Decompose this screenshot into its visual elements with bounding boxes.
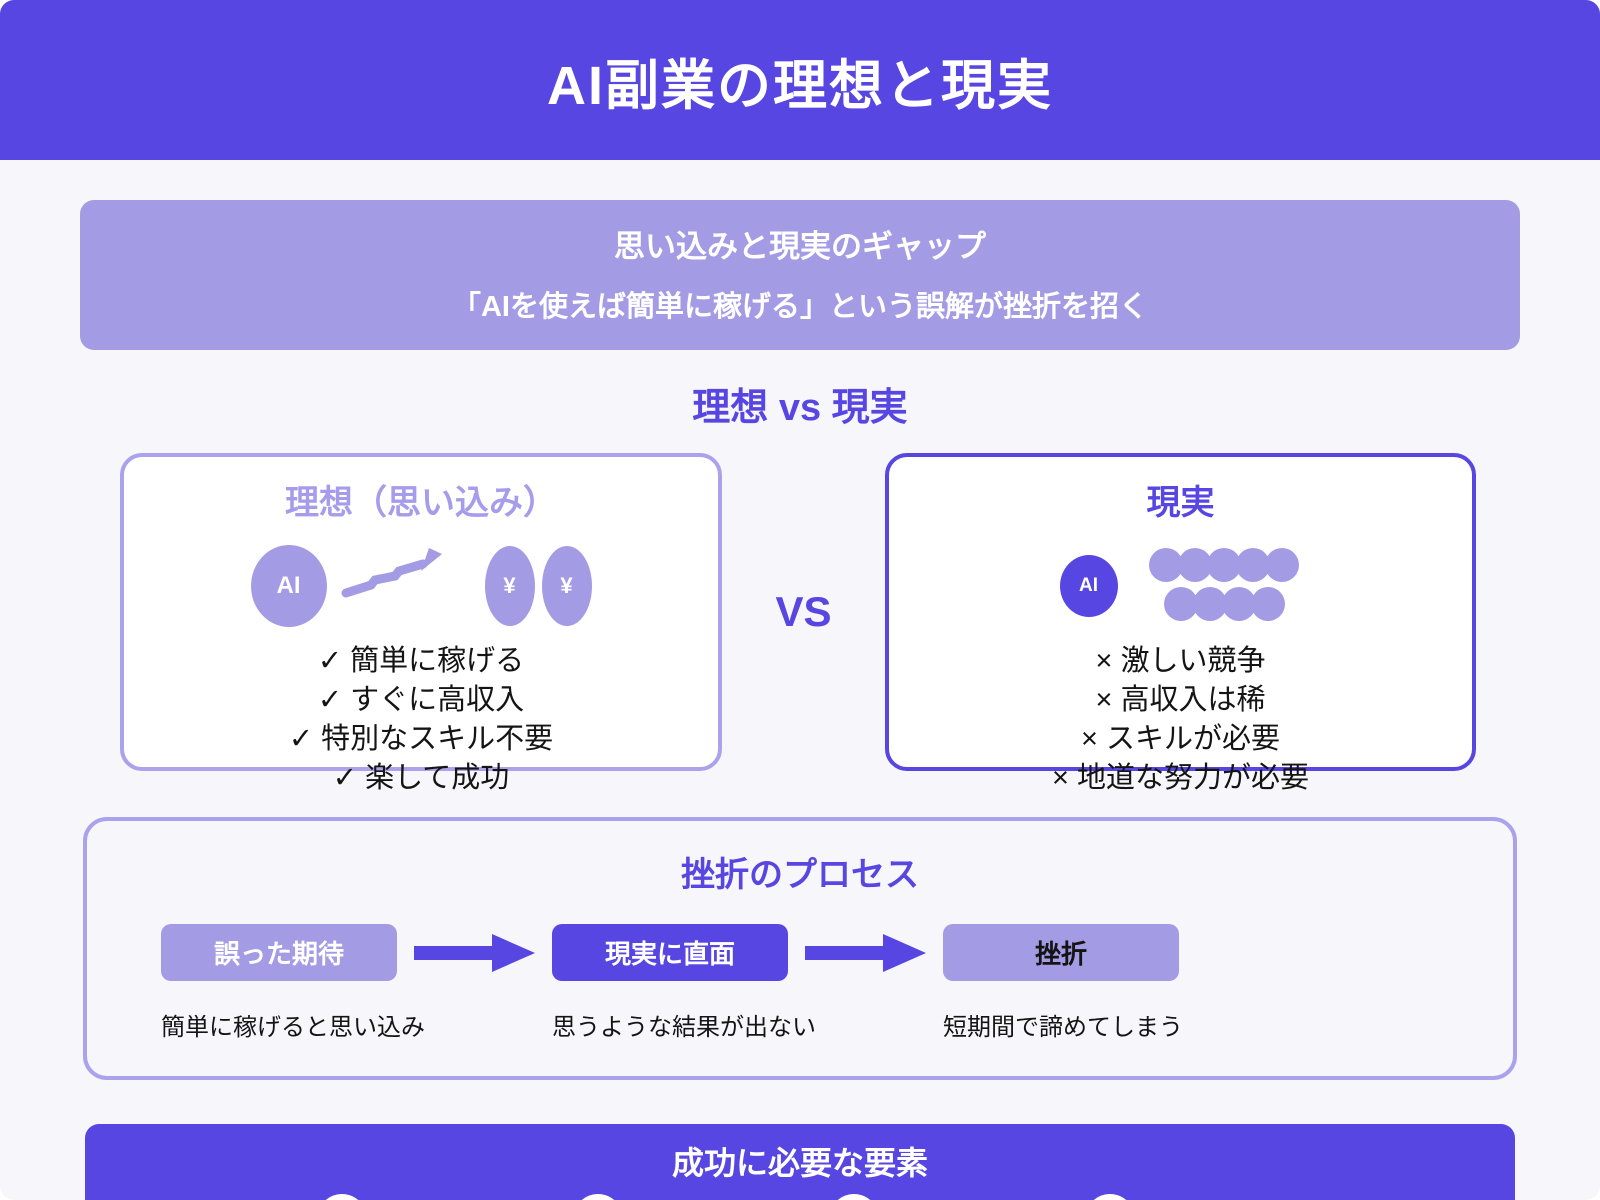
process-stage-expectation: 誤った期待 簡単に稼げると思い込み [161,924,425,1042]
success-item-knowledge: 📚 知識習得 [317,1194,515,1200]
reality-claim-item: × 高収入は稀 [1095,684,1266,716]
stage-caption: 短期間で諦めてしまう [943,1014,1183,1041]
reality-claim-item: × 地道な努力が必要 [1052,762,1309,794]
failure-process-panel: 挫折のプロセス 誤った期待 簡単に稼げると思い込み 現実に直面 思うような結果が… [83,817,1517,1080]
stage-pill: 現実に直面 [552,924,788,981]
cycle-icon: 🔄 [829,1194,879,1200]
success-item-persistence: 💪 継続努力 [1085,1194,1283,1200]
success-items-row: 📚 知識習得 🔧 実践経験 🔄 試行錯誤 💪 継続努 [85,1194,1515,1200]
stage-pill: 挫折 [943,924,1179,981]
ai-circle-label: AI [1079,575,1098,596]
reality-claim-item: × スキルが必要 [1081,723,1280,755]
ideal-claims-list: ✓ 簡単に稼げる ✓ すぐに高収入 ✓ 特別なスキル不要 ✓ 楽して成功 [124,642,718,798]
yen-coin-icon: ¥ [484,546,535,626]
success-banner: 成功に必要な要素 📚 知識習得 🔧 実践経験 🔄 試行錯誤 [85,1124,1515,1200]
muscle-icon: 💪 [1085,1194,1135,1200]
header-banner: AI副業の理想と現実 [0,0,1600,160]
flow-arrow-icon [788,933,943,973]
stage-pill: 誤った期待 [161,924,397,981]
yen-coin-icon: ¥ [541,546,592,626]
gap-banner-title: 思い込みと現実のギャップ [614,229,986,264]
books-icon: 📚 [317,1194,367,1200]
ideal-claim-item: ✓ 楽して成功 [332,762,510,794]
yen-symbol: ¥ [503,573,516,598]
stage-caption: 簡単に稼げると思い込み [161,1014,425,1041]
ideal-card: 理想（思い込み） AI ¥ ¥ ✓ [120,453,722,794]
growth-arrow-icon [341,548,442,598]
comparison-heading: 理想 vs 現実 [692,387,908,429]
ideal-icon-row: AI ¥ ¥ [124,538,718,634]
page-title: AI副業の理想と現実 [547,55,1053,116]
ai-circle-label: AI [276,572,301,599]
ideal-claim-item: ✓ 簡単に稼げる [317,645,525,677]
yen-symbol: ¥ [560,573,573,598]
stage-caption: 思うような結果が出ない [552,1014,816,1041]
reality-icon-row: AI [889,538,1472,634]
reality-card: 現実 AI × 激しい競争 × 高収 [885,453,1476,794]
ai-circle-icon: AI [250,545,327,627]
process-stage-reality: 現実に直面 思うような結果が出ない [552,924,816,1042]
success-title: 成功に必要な要素 [671,1145,928,1181]
reality-card-title: 現実 [1146,484,1215,522]
process-stages: 誤った期待 簡単に稼げると思い込み 現実に直面 思うような結果が出ない [87,924,1513,1042]
flow-arrow-icon [397,933,552,973]
gap-banner: 思い込みと現実のギャップ 「AIを使えば簡単に稼げる」という誤解が挫折を招く [80,200,1520,350]
reality-claim-item: × 激しい競争 [1095,645,1266,677]
vs-cell: VS [722,453,885,771]
process-stage-giveup: 挫折 短期間で諦めてしまう [943,924,1183,1042]
gap-banner-subtitle: 「AIを使えば簡単に稼げる」という誤解が挫折を招く [451,291,1148,323]
vs-label: VS [775,588,832,635]
process-title: 挫折のプロセス [681,856,919,894]
success-item-trial-error: 🔄 試行錯誤 [829,1194,1027,1200]
crowd-dots-icon [1148,548,1299,621]
wrench-icon: 🔧 [573,1194,623,1200]
ai-circle-icon: AI [1059,555,1118,617]
ideal-claim-item: ✓ すぐに高収入 [317,684,525,716]
comparison-row: 理想（思い込み） AI ¥ ¥ ✓ [0,453,1600,794]
ideal-claim-item: ✓ 特別なスキル不要 [288,723,554,755]
coin-group: ¥ ¥ [484,546,592,626]
ideal-card-title: 理想（思い込み） [285,484,557,522]
reality-claims-list: × 激しい競争 × 高収入は稀 × スキルが必要 × 地道な努力が必要 [889,642,1472,798]
success-item-practice: 🔧 実践経験 [573,1194,771,1200]
